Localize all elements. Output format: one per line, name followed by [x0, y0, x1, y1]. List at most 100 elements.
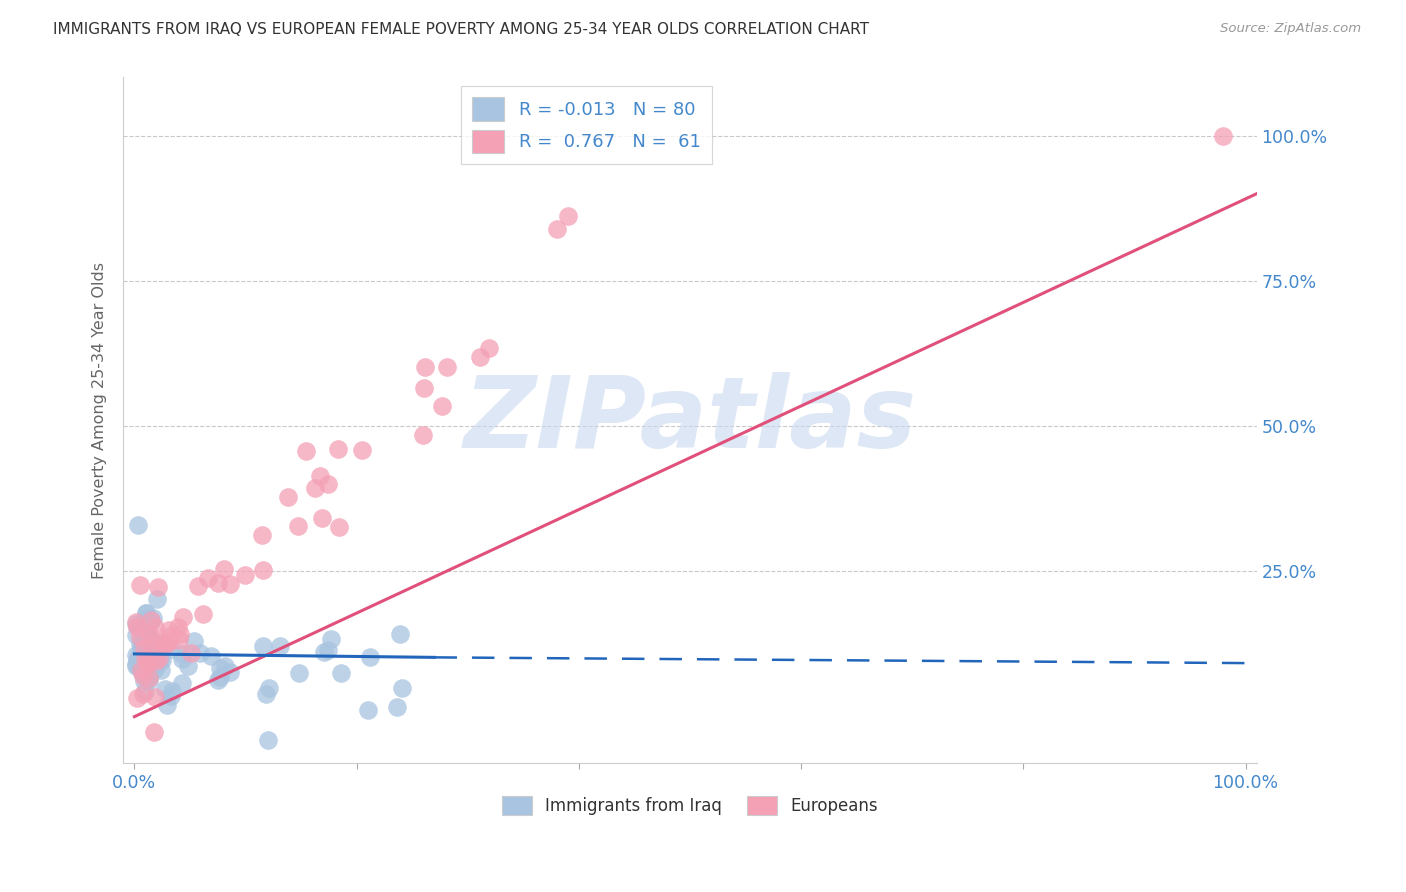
Point [136, 657, 159, 671]
Point [128, 657, 150, 671]
Point [259, 681, 281, 696]
Point [150, 638, 173, 652]
Point [207, 673, 229, 688]
Point [135, 612, 157, 626]
Point [134, 634, 156, 648]
Point [132, 663, 155, 677]
Point [412, 427, 434, 442]
Point [180, 646, 202, 660]
Point [156, 698, 179, 712]
Point [252, 563, 274, 577]
Point [129, 642, 152, 657]
Point [314, 645, 336, 659]
Point [125, 615, 148, 630]
Point [350, 442, 373, 457]
Point [143, 662, 166, 676]
Text: ZIPatlas: ZIPatlas [464, 372, 917, 469]
Point [139, 614, 162, 628]
Point [172, 675, 194, 690]
Point [187, 579, 209, 593]
Point [134, 683, 156, 698]
Point [150, 653, 173, 667]
Point [207, 576, 229, 591]
Point [250, 528, 273, 542]
Point [269, 639, 291, 653]
Point [125, 659, 148, 673]
Point [160, 641, 183, 656]
Point [127, 650, 149, 665]
Point [127, 517, 149, 532]
Point [146, 580, 169, 594]
Point [125, 657, 148, 671]
Point [235, 567, 257, 582]
Point [135, 624, 157, 638]
Point [172, 652, 194, 666]
Point [287, 518, 309, 533]
Point [128, 578, 150, 592]
Point [132, 669, 155, 683]
Point [357, 703, 380, 717]
Point [359, 650, 381, 665]
Point [277, 491, 299, 505]
Point [436, 360, 458, 375]
Point [124, 648, 146, 662]
Point [212, 562, 235, 576]
Point [128, 630, 150, 644]
Point [557, 210, 579, 224]
Point [138, 667, 160, 681]
Point [149, 653, 172, 667]
Point [191, 607, 214, 621]
Point [209, 661, 232, 675]
Point [162, 684, 184, 698]
Point [145, 592, 167, 607]
Point [131, 687, 153, 701]
Point [138, 673, 160, 688]
Point [134, 640, 156, 655]
Point [139, 637, 162, 651]
Text: Source: ZipAtlas.com: Source: ZipAtlas.com [1220, 22, 1361, 36]
Point [143, 724, 166, 739]
Point [478, 341, 501, 355]
Point [311, 511, 333, 525]
Point [309, 469, 332, 483]
Point [142, 611, 165, 625]
Point [125, 620, 148, 634]
Point [132, 641, 155, 656]
Point [125, 628, 148, 642]
Point [170, 647, 193, 661]
Point [132, 634, 155, 648]
Point [169, 632, 191, 647]
Point [254, 687, 277, 701]
Point [546, 221, 568, 235]
Point [139, 633, 162, 648]
Point [295, 443, 318, 458]
Point [127, 653, 149, 667]
Point [136, 655, 159, 669]
Point [132, 673, 155, 688]
Point [256, 732, 278, 747]
Point [159, 689, 181, 703]
Point [159, 629, 181, 643]
Point [329, 666, 352, 681]
Point [135, 606, 157, 620]
Point [252, 639, 274, 653]
Point [134, 668, 156, 682]
Point [148, 650, 170, 665]
Point [136, 641, 159, 656]
Point [134, 650, 156, 665]
Point [388, 627, 411, 641]
Point [385, 700, 408, 714]
Y-axis label: Female Poverty Among 25-34 Year Olds: Female Poverty Among 25-34 Year Olds [93, 261, 107, 579]
Point [328, 520, 350, 534]
Point [125, 691, 148, 706]
Point [135, 607, 157, 621]
Point [129, 640, 152, 655]
Point [155, 637, 177, 651]
Point [143, 620, 166, 634]
Point [326, 442, 349, 457]
Point [152, 635, 174, 649]
Point [143, 690, 166, 705]
Point [1212, 128, 1234, 143]
Text: IMMIGRANTS FROM IRAQ VS EUROPEAN FEMALE POVERTY AMONG 25-34 YEAR OLDS CORRELATIO: IMMIGRANTS FROM IRAQ VS EUROPEAN FEMALE … [53, 22, 869, 37]
Point [145, 659, 167, 673]
